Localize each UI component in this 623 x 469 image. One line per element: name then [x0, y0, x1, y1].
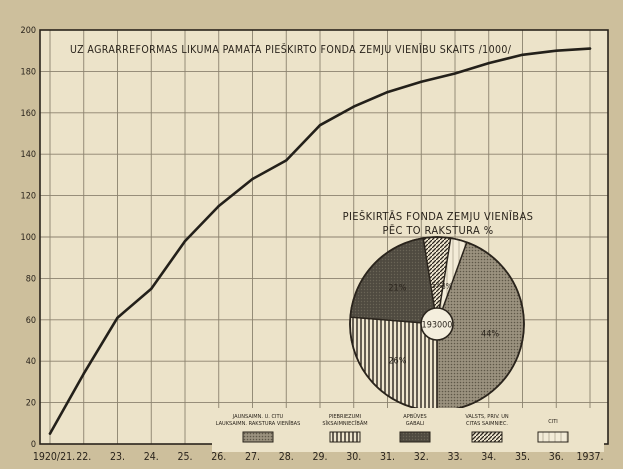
x-tick-label: 28. [279, 451, 294, 463]
data-point [150, 288, 152, 290]
x-axis-ticks: 1920/21. 22. 23. 24. 25. 26. 27. 28. 29. 30. 31. 32… [33, 451, 604, 463]
y-tick-label: 0 [31, 440, 36, 450]
data-point [488, 62, 490, 64]
y-tick-label: 20 [26, 399, 36, 409]
legend-swatch [400, 432, 430, 442]
x-tick-label: 36. [549, 451, 564, 463]
data-point [116, 317, 118, 319]
x-tick-label: 31. [380, 451, 395, 463]
legend-label: SĪKSAIMNIECĪBĀM [322, 420, 367, 427]
data-point [319, 124, 321, 126]
x-tick-label: 24. [144, 451, 159, 463]
y-tick-label: 100 [21, 233, 36, 243]
x-tick-label: 23. [110, 451, 125, 463]
legend-swatch [243, 432, 273, 442]
pie-title-line2: PĒC TO RAKSTURA % [382, 224, 493, 237]
line-chart-title: UZ AGRARREFORMAS LIKUMA PAMATA PIEŠKIRTO… [70, 43, 512, 56]
x-tick-label: 1920/21. [33, 451, 75, 463]
legend-label: GABALI [406, 421, 425, 427]
pie-value-label: 26% [388, 357, 406, 367]
pie-value-label: 44% [481, 329, 499, 339]
pie-value-label: 3% [441, 282, 452, 291]
x-tick-label: 27. [245, 451, 260, 463]
legend-label: VALSTS, PRIV. UN [465, 414, 509, 420]
pie-value-label: 21% [388, 283, 406, 293]
data-point [386, 91, 388, 93]
y-tick-label: 60 [26, 316, 36, 326]
x-tick-label: 29. [312, 451, 327, 463]
x-tick-label: 34. [481, 451, 496, 463]
data-point [83, 372, 85, 374]
data-point [353, 105, 355, 107]
x-tick-label: 35. [515, 451, 530, 463]
y-tick-label: 140 [21, 150, 36, 160]
data-point [251, 178, 253, 180]
data-point [521, 54, 523, 56]
y-tick-label: 160 [21, 109, 36, 119]
legend-swatch [330, 432, 360, 442]
legend-label: APBŪVES [403, 413, 426, 420]
data-point [555, 50, 557, 52]
data-point [184, 240, 186, 242]
pie-center-label: 193000 [422, 321, 453, 331]
legend-label: CITI [548, 419, 558, 425]
legend-swatch [538, 432, 568, 442]
legend-label: PIEBRIEZUMI [329, 414, 361, 420]
legend-label: LAUKSAIMN. RAKSTURA VIENĪBAS [216, 420, 301, 427]
x-tick-label: 25. [177, 451, 192, 463]
legend-label: JAUNSAIMN. U. CITU [232, 414, 284, 420]
legend-swatch [472, 432, 502, 442]
y-tick-label: 200 [21, 26, 36, 36]
data-point [285, 159, 287, 161]
data-point [218, 205, 220, 207]
y-tick-label: 40 [26, 357, 36, 367]
y-tick-label: 120 [21, 192, 36, 202]
x-tick-label: 22. [76, 451, 91, 463]
x-tick-label: 26. [211, 451, 226, 463]
x-tick-label: 30. [346, 451, 361, 463]
data-point [454, 72, 456, 74]
legend-label: CITAS SAIMNIEC. [466, 421, 508, 427]
x-tick-label: 33. [447, 451, 462, 463]
data-point [49, 432, 51, 434]
data-point [420, 81, 422, 83]
pie-title-line1: PIEŠKIRTĀS FONDA ZEMJU VIENĪBAS [343, 210, 534, 223]
x-tick-label: 32. [414, 451, 429, 463]
y-tick-label: 180 [21, 67, 36, 77]
y-tick-label: 80 [26, 274, 36, 284]
data-point [589, 47, 591, 49]
x-tick-label: 1937. [576, 451, 603, 463]
